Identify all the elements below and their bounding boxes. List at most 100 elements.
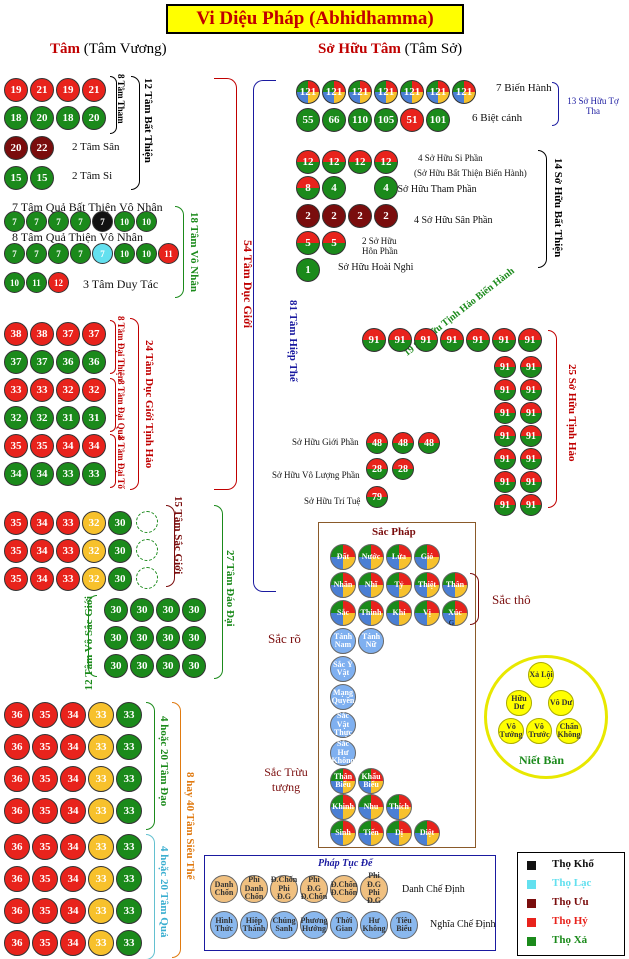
- name-concept-circle: Danh Chốn: [210, 875, 238, 903]
- concept-title: Pháp Tục Đế: [318, 858, 373, 869]
- kama-circle: 38: [30, 322, 54, 346]
- greed-circle: 21: [82, 78, 106, 102]
- particular-label: 6 Biệt cảnh: [472, 112, 523, 124]
- meaning-concept-circle: Thời Gian: [330, 911, 358, 939]
- magga-circle: 35: [32, 702, 58, 728]
- rupa-circle: 33: [56, 567, 80, 591]
- sobhana-circle: 91: [388, 328, 412, 352]
- sobhana-circle: 91: [494, 402, 516, 424]
- panna-label: Sở Hữu Trí Tuệ: [304, 496, 361, 506]
- magga-circle: 35: [32, 766, 58, 792]
- mahaggata-bracket: [214, 505, 223, 679]
- ahetuka-circle: 10: [114, 243, 135, 264]
- ahetuka-row3-label: 3 Tâm Duy Tác: [83, 277, 159, 291]
- rupa-circle: 34: [30, 511, 54, 535]
- magga-circle: 36: [4, 766, 30, 792]
- akusala-cetasika-label: 14 Sở Hữu Bất Thiện: [552, 158, 564, 258]
- kama-circle: 37: [82, 322, 106, 346]
- rupa-circle: 34: [30, 567, 54, 591]
- name-concept-circle: Phi Đ.G Phi Đ.G: [360, 872, 388, 905]
- meaning-concept-circle: Tiêu Biểu: [390, 911, 418, 939]
- thina-circle: 5: [322, 231, 346, 255]
- thina-label: 2 Sở Hữu Hôn Phần: [362, 236, 398, 256]
- rupa-circle: 32: [82, 539, 106, 563]
- kama-l3: 8 Tâm Đại Tố: [116, 436, 126, 489]
- element-circle: Lửa: [386, 544, 412, 570]
- dosa-circle: 2: [296, 204, 320, 228]
- kama-circle: 35: [30, 434, 54, 458]
- phala-circle: 33: [116, 834, 142, 860]
- greed-circle: 21: [30, 78, 54, 102]
- kama-circle: 34: [82, 434, 106, 458]
- legend-label: Thọ Ưu: [552, 896, 589, 908]
- legend-box: [517, 852, 625, 956]
- ahetuka-circle: 10: [114, 211, 135, 232]
- element-circle: Nước: [358, 544, 384, 570]
- gross-label: Sắc thô: [492, 592, 531, 607]
- concept-box: [204, 855, 496, 951]
- meaning-concept-circle: Chúng Sanh: [270, 911, 298, 939]
- arupa-circle: 30: [104, 598, 128, 622]
- mind-heading-main: Tâm: [50, 41, 80, 57]
- greed-label: 8 Tâm Tham: [116, 74, 126, 124]
- rupa-circle: 35: [4, 511, 28, 535]
- dosa-circle: 2: [322, 204, 346, 228]
- nibbana-item: Hữu Dư: [506, 690, 532, 716]
- moha-sub-label: (Sở Hữu Bất Thiện Biến Hành): [414, 168, 527, 178]
- kama-big-label: 54 Tâm Dục Giới: [241, 240, 255, 329]
- phala-circle: 33: [88, 834, 114, 860]
- kama-circle: 35: [4, 434, 28, 458]
- sobhana-circle: 91: [494, 425, 516, 447]
- hate-circle: 20: [4, 136, 28, 160]
- element-circle: Gió: [414, 544, 440, 570]
- kama-circle: 38: [4, 322, 28, 346]
- magga-circle: 33: [116, 702, 142, 728]
- legend-label: Thọ Hỷ: [552, 915, 588, 927]
- rupa-label: 15 Tâm Sắc Giới: [172, 496, 184, 575]
- legend-label: Thọ Lạc: [552, 877, 592, 889]
- ahetuka-circle: 10: [136, 211, 157, 232]
- sobhana-circle: 91: [520, 425, 542, 447]
- legend-swatch: [527, 861, 536, 870]
- intimation-circle: Thân Biểu: [330, 768, 356, 794]
- phala-circle: 33: [116, 866, 142, 892]
- sobhana-circle: 91: [494, 471, 516, 493]
- matter-circle: Sắc Ý Vật: [330, 656, 356, 682]
- sense-organ-circle: Tỷ: [386, 572, 412, 598]
- ahetuka-circle: 11: [158, 243, 179, 264]
- sense-organ-circle: Thiệt: [414, 572, 440, 598]
- magga-bracket: [146, 702, 155, 830]
- sobhana-circle: 91: [494, 356, 516, 378]
- phala-circle: 36: [4, 930, 30, 956]
- legend-swatch: [527, 880, 536, 889]
- magga-circle: 34: [60, 702, 86, 728]
- lokuttara-bracket: [172, 702, 181, 958]
- common-bracket: [552, 82, 559, 126]
- delusion-label: 2 Tâm Si: [72, 170, 113, 182]
- clear-label: Sắc rõ: [268, 631, 301, 646]
- sobhana-bracket: [548, 330, 557, 508]
- greed-circle: 20: [82, 106, 106, 130]
- doubt-circle: 1: [296, 258, 320, 282]
- kama-big-bracket: [214, 78, 237, 490]
- universal-circle: 121: [374, 80, 398, 104]
- empty-jhana-circle: [136, 511, 158, 533]
- sobhana-circle: 91: [520, 448, 542, 470]
- magga-circle: 33: [88, 734, 114, 760]
- appamanna-circle: 28: [366, 458, 388, 480]
- name-concept-circle: Phi Đ.G Đ.Chốn: [300, 875, 328, 903]
- particular-circle: 110: [348, 108, 372, 132]
- phala-bracket: [146, 834, 155, 959]
- akusala-bracket: [131, 76, 140, 190]
- meaning-concept-label: Nghĩa Chế Định: [430, 919, 496, 930]
- characteristic-circle: Sinh: [330, 820, 356, 846]
- delusion-circle: 15: [30, 166, 54, 190]
- dosa-label: 4 Sở Hữu Sân Phần: [414, 215, 493, 226]
- hate-circle: 22: [30, 136, 54, 160]
- name-concept-circle: Đ.Chốn Đ.Chốn: [330, 875, 358, 903]
- kama-circle: 32: [4, 406, 28, 430]
- sense-organ-circle: Thân: [442, 572, 468, 598]
- lokiya-bracket: [253, 80, 276, 592]
- nibbana-item: Xả Lội: [528, 662, 554, 688]
- magga-label: 4 hoặc 20 Tâm Đạo: [158, 716, 170, 807]
